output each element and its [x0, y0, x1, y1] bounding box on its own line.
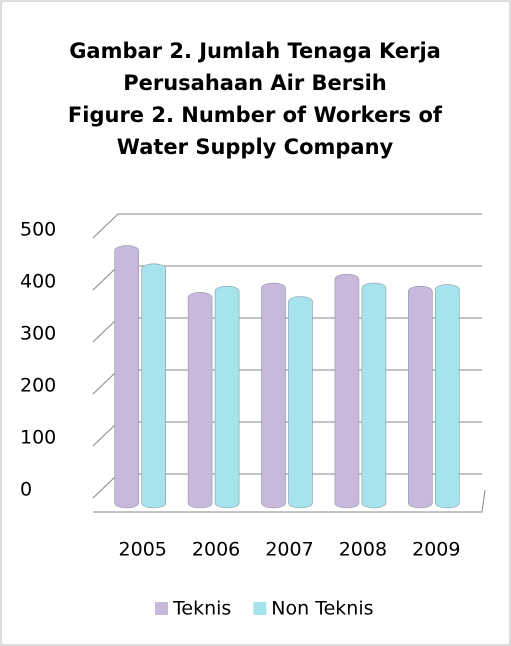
y-tick-label: 200 [20, 375, 56, 397]
bar [187, 292, 213, 509]
legend-label: Non Teknis [271, 598, 373, 620]
x-tick-label: 2009 [412, 539, 460, 561]
y-tick-label: 400 [20, 271, 56, 293]
bar [114, 245, 139, 509]
y-tick-label: 0 [20, 479, 32, 501]
bar [334, 273, 360, 509]
y-tick-label: 500 [20, 219, 56, 241]
bar [407, 285, 433, 509]
x-tick-label: 2006 [192, 539, 240, 561]
grid-line [92, 213, 482, 239]
x-tick-label: 2007 [265, 539, 313, 561]
y-tick-label: 300 [20, 323, 56, 345]
bar [434, 284, 460, 509]
chart-title: Gambar 2. Jumlah Tenaga Kerja [69, 39, 441, 63]
bar [288, 296, 313, 509]
x-tick-label: 2008 [339, 539, 387, 561]
legend-label: Teknis [172, 598, 231, 620]
bar [361, 282, 387, 509]
legend-swatch [155, 602, 168, 615]
y-tick-label: 100 [20, 427, 56, 449]
floor-edge [93, 489, 486, 513]
bar [214, 285, 240, 509]
bar [141, 263, 166, 509]
chart-title: Figure 2. Number of Workers of [68, 103, 443, 127]
x-tick-label: 2005 [119, 539, 167, 561]
bar [261, 282, 286, 509]
chart-title: Water Supply Company [117, 135, 394, 159]
legend-swatch [253, 602, 267, 615]
chart-title: Perusahaan Air Bersih [123, 71, 387, 95]
